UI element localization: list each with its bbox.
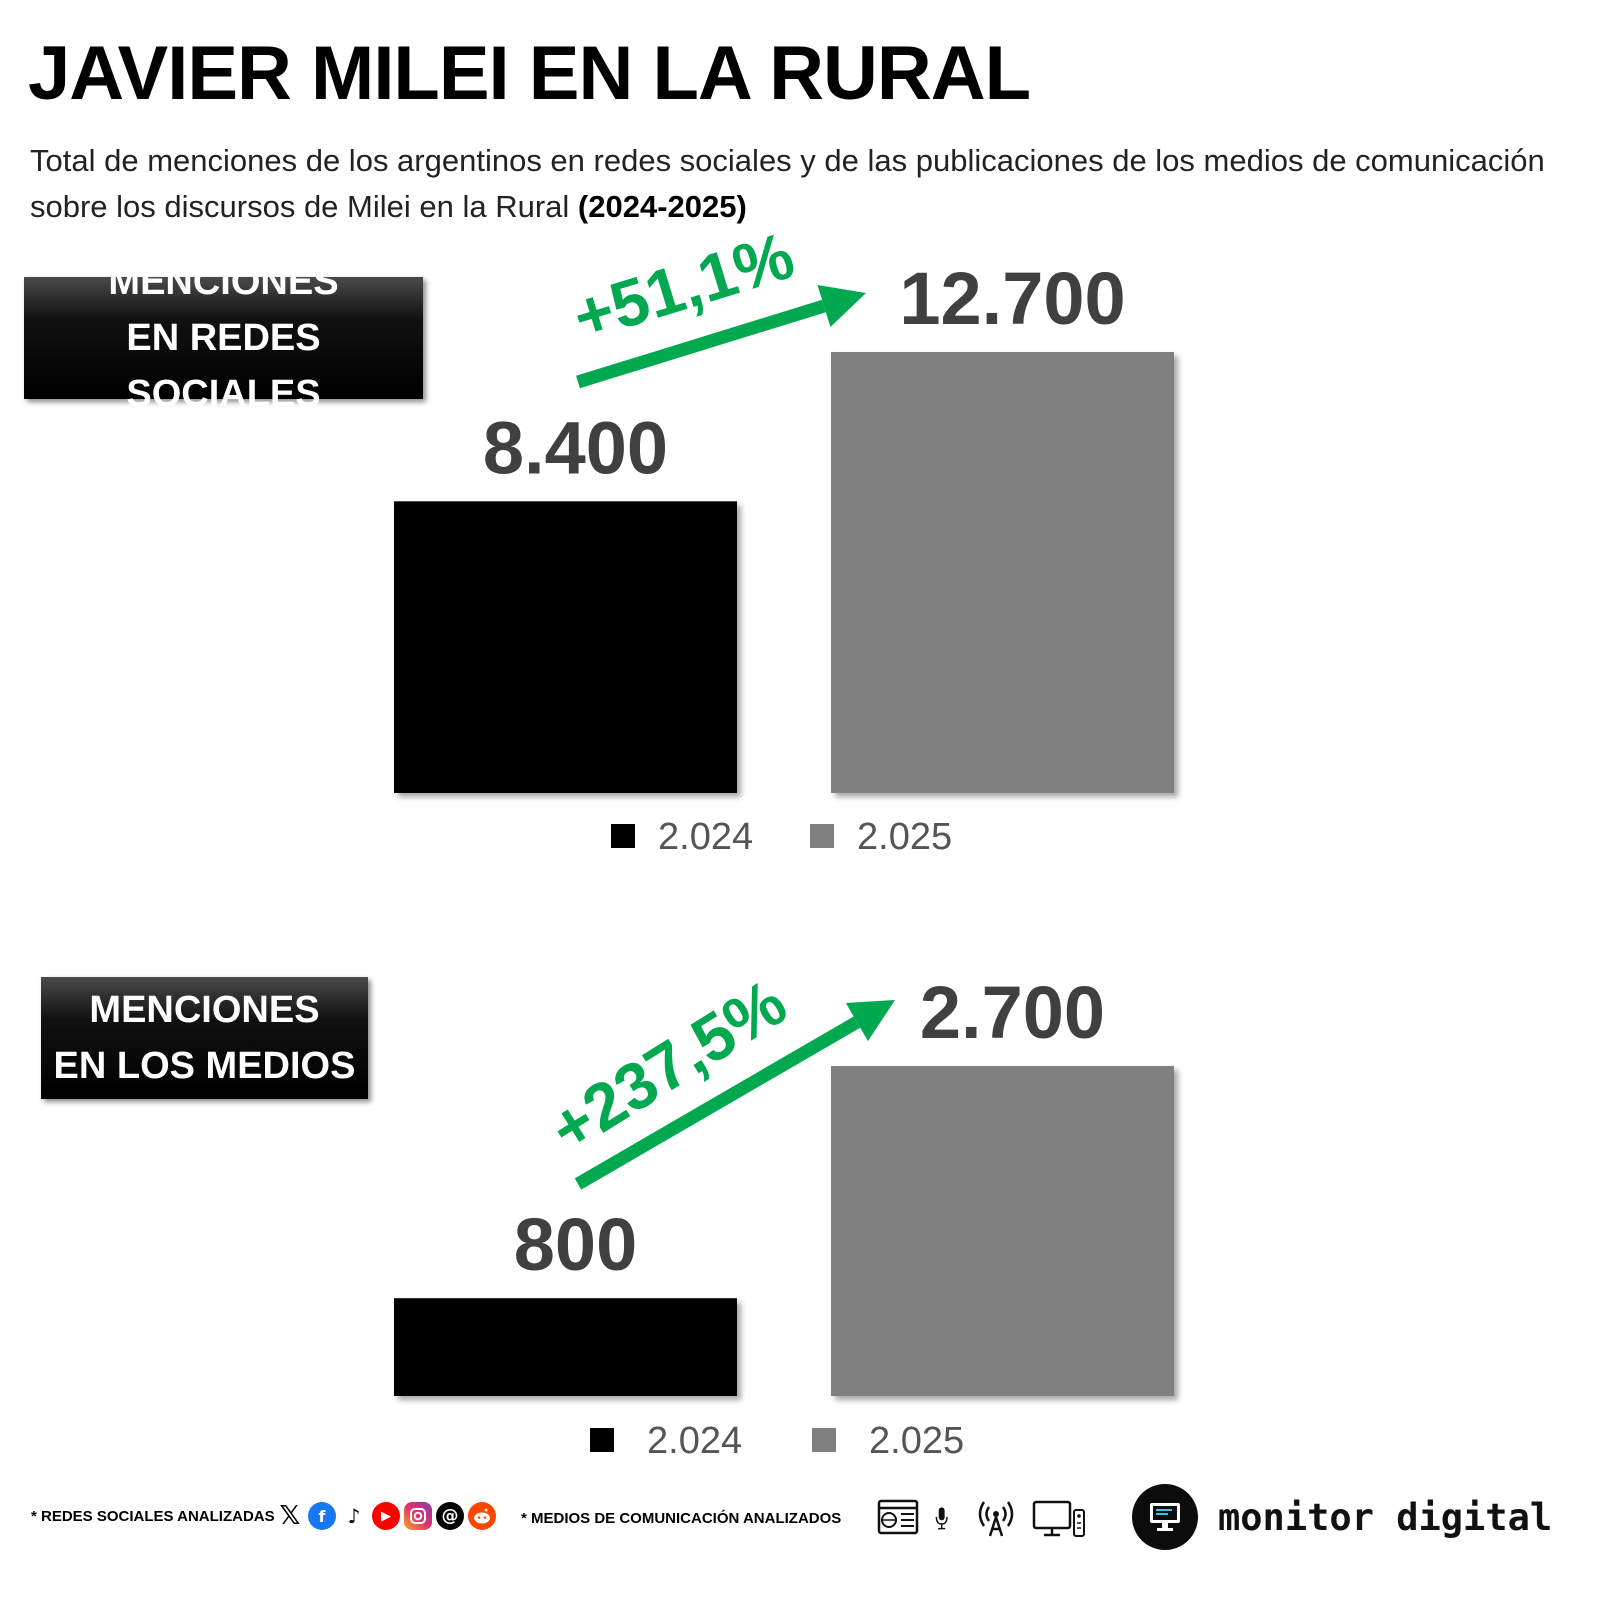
section-label-media: MENCIONES EN LOS MEDIOS — [41, 977, 368, 1099]
growth-arrow-head — [845, 1000, 895, 1042]
legend-swatch — [590, 1428, 614, 1452]
youtube-icon: ▶ — [372, 1502, 400, 1530]
tiktok-icon: ♪ — [340, 1502, 368, 1530]
growth-arrow-shaft — [574, 1016, 861, 1190]
legend-swatch — [611, 824, 635, 848]
data-label: 8.400 — [483, 406, 668, 489]
section-label-line1: MENCIONES — [108, 261, 339, 303]
legend-label: 2.024 — [658, 816, 753, 858]
web-news-icon — [877, 1499, 919, 1535]
microphone-icon — [935, 1507, 948, 1530]
media-outlets-note: * MEDIOS DE COMUNICACIÓN ANALIZADOS — [521, 1510, 842, 1527]
growth-percentage-label: +51,1% — [565, 218, 802, 355]
section-label-social: MENCIONES EN REDES SOCIALES — [24, 261, 423, 415]
facebook-icon: f — [308, 1502, 336, 1530]
media-icons — [876, 1496, 1086, 1540]
monitor-icon — [1150, 1503, 1180, 1531]
data-label: 12.700 — [899, 257, 1125, 340]
reddit-icon — [468, 1502, 496, 1530]
x-icon: 𝕏 — [276, 1501, 304, 1531]
bar-2.025 — [831, 1066, 1174, 1396]
brand-name: monitor digital — [1218, 1496, 1553, 1539]
data-label: 2.700 — [920, 971, 1105, 1054]
section-label-line1: MENCIONES — [89, 989, 320, 1031]
growth-arrow-head — [817, 284, 866, 328]
instagram-icon — [404, 1502, 432, 1530]
legend-swatch — [810, 824, 834, 848]
data-label: 800 — [514, 1203, 637, 1286]
section-label-line2: EN REDES SOCIALES — [126, 317, 321, 415]
page-title: JAVIER MILEI EN LA RURAL — [28, 31, 1031, 116]
legend-label: 2.025 — [869, 1420, 964, 1462]
legend-label: 2.025 — [857, 816, 952, 858]
social-networks-note: * REDES SOCIALES ANALIZADAS — [31, 1508, 275, 1525]
legend-label: 2.024 — [647, 1420, 742, 1462]
subtitle-text: Total de menciones de los argentinos en … — [30, 143, 1545, 224]
legend-swatch — [812, 1428, 836, 1452]
bar-2.024 — [394, 501, 737, 793]
bar-2.024 — [394, 1298, 737, 1396]
social-icons: 𝕏 f ♪ ▶ @ — [276, 1501, 496, 1531]
bar-2.025 — [831, 352, 1174, 793]
page-subtitle: Total de menciones de los argentinos en … — [30, 138, 1550, 230]
growth-arrow-shaft — [576, 299, 826, 389]
radio-antenna-icon — [978, 1501, 1014, 1537]
subtitle-years: (2024-2025) — [577, 189, 747, 224]
threads-icon: @ — [436, 1502, 464, 1530]
section-label-line2: EN LOS MEDIOS — [53, 1045, 356, 1087]
tv-icon — [1032, 1500, 1085, 1537]
brand-logo — [1132, 1484, 1198, 1550]
